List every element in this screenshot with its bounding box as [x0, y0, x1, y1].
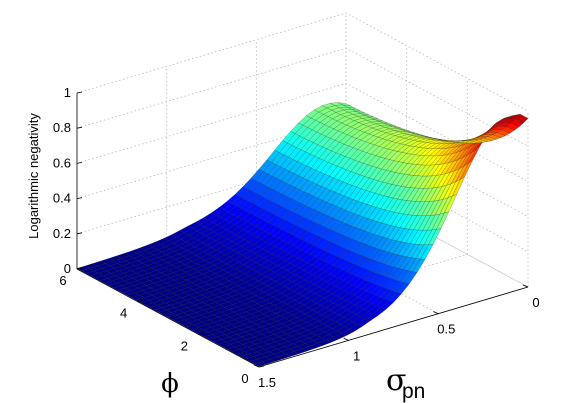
- z-tick-mark-2: [76, 197, 83, 199]
- phi-tick-mark-2: [137, 300, 143, 303]
- sigma-tick-label-1: 0.5: [437, 322, 455, 337]
- phi-tick-mark-1: [198, 332, 204, 335]
- phi-tick-label-0: 0: [241, 371, 248, 386]
- z-tick-mark-1: [76, 232, 83, 235]
- sigma-tick-label-3: 1.5: [258, 375, 276, 390]
- z-tick-label-5: 1: [64, 85, 71, 100]
- sigma-tick-mark-1: [433, 311, 439, 315]
- sigma-tick-mark-0: [522, 284, 529, 288]
- sigma-axis-ticks: 0 0.5 1 1.5: [253, 284, 540, 390]
- sigma-tick-mark-3: [253, 364, 260, 368]
- z-tick-mark-3: [76, 162, 83, 164]
- surface-cell-0-39: [338, 102, 351, 107]
- grid-line-z-5: [76, 12, 529, 112]
- z-tick-label-4: 0.8: [53, 120, 71, 135]
- z-axis-ticks: 0 0.2 0.4 0.6 0.8 1: [53, 85, 83, 276]
- grid-line-z-3: [76, 82, 529, 182]
- z-tick-label-0: 0: [64, 261, 71, 276]
- z-tick-mark-5: [76, 91, 83, 94]
- sigma-axis-label: σ pn: [386, 363, 425, 403]
- phi-tick-mark-0: [258, 365, 265, 368]
- phi-axis-ticks: 0 2 4 6: [59, 267, 265, 386]
- z-axis-label: Logarithmic negativity: [26, 113, 41, 239]
- sigma-axis-symbol: σ: [386, 363, 406, 398]
- z-tick-mark-4: [76, 126, 83, 129]
- sigma-tick-label-0: 0: [532, 295, 539, 310]
- phi-tick-label-3: 6: [59, 273, 66, 288]
- phi-tick-label-1: 2: [181, 338, 188, 353]
- z-tick-label-1: 0.2: [53, 226, 71, 241]
- phi-tick-mark-3: [76, 267, 83, 270]
- sigma-axis-subscript: pn: [402, 380, 425, 403]
- z-tick-label-2: 0.4: [53, 191, 71, 206]
- sigma-tick-mark-2: [343, 337, 349, 341]
- phi-tick-label-2: 4: [120, 306, 127, 321]
- phi-axis-label: ϕ: [161, 369, 179, 399]
- sigma-tick-label-2: 1: [353, 348, 360, 363]
- z-tick-label-3: 0.6: [53, 155, 71, 170]
- surface-plot: [76, 102, 529, 367]
